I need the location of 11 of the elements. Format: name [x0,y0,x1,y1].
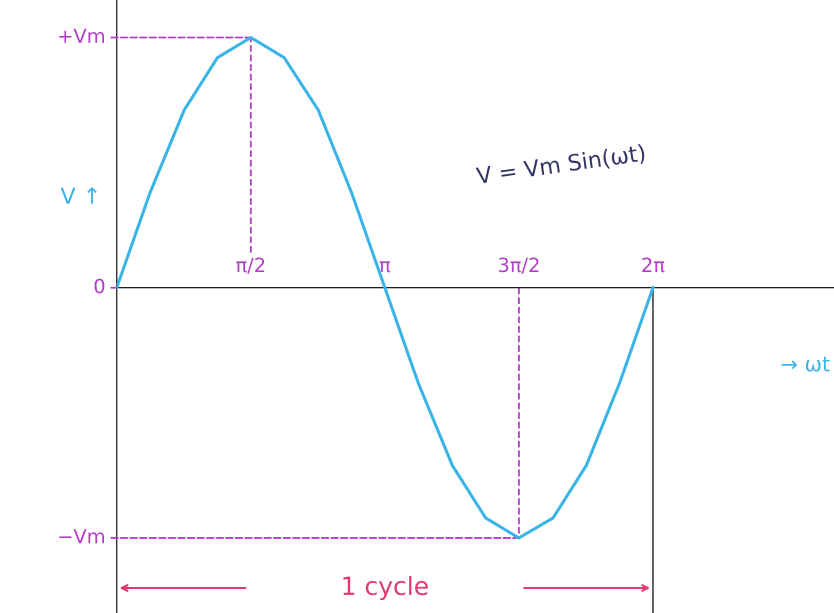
y-axis-title: V ↑ [60,188,97,204]
x-tick-label: π/2 [236,258,264,274]
annotation: −Vm [59,529,104,544]
x-tick-label: 3π/2 [498,258,538,274]
text: 1 cycle [343,576,428,600]
annotation: +Vm [59,28,104,43]
annotation: V = Vm Sin(ωt) [476,144,646,187]
x-tick-label: π [380,261,390,272]
annotation: 0 [94,278,104,294]
x-axis-title: → ωt [782,356,830,372]
x-tick-label: 2π [642,258,664,272]
